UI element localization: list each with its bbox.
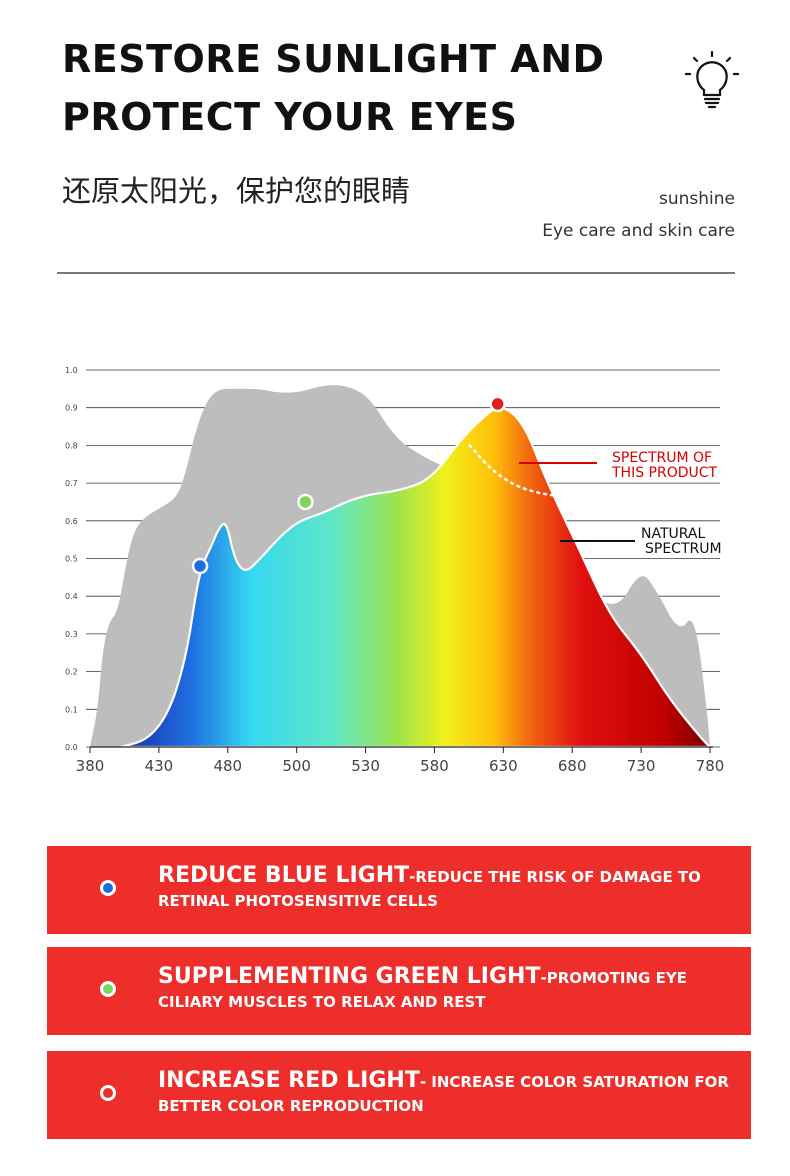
subtitle-eye-care: Eye care and skin care — [542, 221, 735, 241]
benefit-text: INCREASE RED LIGHT- INCREASE COLOR SATUR… — [158, 1069, 731, 1118]
y-tick-label: 0.1 — [65, 705, 78, 714]
y-tick-label: 1.0 — [65, 366, 78, 375]
y-tick-label: 0.7 — [65, 479, 78, 488]
benefit-text: REDUCE BLUE LIGHT-REDUCE THE RISK OF DAM… — [158, 864, 731, 913]
title-line-2: PROTECT YOUR EYES — [62, 95, 518, 139]
x-tick-label: 730 — [627, 757, 656, 775]
page-title: RESTORE SUNLIGHT AND PROTECT YOUR EYES — [62, 30, 605, 146]
x-tick-label: 430 — [145, 757, 174, 775]
y-tick-label: 0.4 — [65, 592, 78, 601]
benefit-dot-icon — [100, 1085, 116, 1101]
x-tick-label: 680 — [558, 757, 587, 775]
y-tick-label: 0.5 — [65, 555, 78, 564]
x-tick-label: 630 — [489, 757, 518, 775]
product-label-line2: THIS PRODUCT — [611, 465, 718, 481]
x-tick-label: 500 — [282, 757, 311, 775]
dashed-curve — [468, 444, 572, 500]
benefit-card: INCREASE RED LIGHT- INCREASE COLOR SATUR… — [47, 1051, 751, 1139]
benefit-detail: -PROMOTING EYE CILIARY MUSCLES TO RELAX … — [158, 969, 687, 1011]
benefit-headline: SUPPLEMENTING GREEN LIGHT — [158, 964, 541, 989]
x-tick-label: 480 — [213, 757, 242, 775]
natural-label-line2: SPECTRUM — [645, 541, 722, 557]
y-tick-label: 0.3 — [65, 630, 78, 639]
y-tick-label: 0.9 — [65, 404, 78, 413]
benefit-card: SUPPLEMENTING GREEN LIGHT-PROMOTING EYE … — [47, 947, 751, 1035]
benefit-dot-icon — [100, 880, 116, 896]
y-tick-label: 0.6 — [65, 517, 78, 526]
benefit-text: SUPPLEMENTING GREEN LIGHT-PROMOTING EYE … — [158, 965, 731, 1014]
x-tick-label: 380 — [76, 757, 105, 775]
marker-point — [191, 557, 209, 575]
x-tick-label: 530 — [351, 757, 380, 775]
y-tick-label: 0.8 — [65, 441, 78, 450]
product-spectrum-area — [120, 406, 713, 749]
x-tick-label: 580 — [420, 757, 449, 775]
divider — [57, 272, 735, 274]
chinese-title: 还原太阳光，保护您的眼睛 — [62, 174, 411, 208]
benefit-headline: INCREASE RED LIGHT — [158, 1068, 420, 1093]
y-tick-label: 0.2 — [65, 668, 78, 677]
natural-label-line1: NATURAL — [641, 526, 705, 542]
benefit-dot-icon — [100, 981, 116, 997]
title-line-1: RESTORE SUNLIGHT AND — [62, 37, 605, 81]
benefit-headline: REDUCE BLUE LIGHT — [158, 863, 410, 888]
x-tick-label: 780 — [696, 757, 725, 775]
y-tick-label: 0.0 — [65, 743, 78, 752]
benefit-detail: - INCREASE COLOR SATURATION FOR BETTER C… — [158, 1073, 729, 1115]
benefit-detail: -REDUCE THE RISK OF DAMAGE TO RETINAL PH… — [158, 868, 701, 910]
lightbulb-icon — [684, 50, 740, 109]
marker-point — [297, 493, 314, 511]
benefit-card: REDUCE BLUE LIGHT-REDUCE THE RISK OF DAM… — [47, 846, 751, 934]
spectrum-chart: 0.0 0.1 0.2 0.3 0.4 0.5 0.6 0.7 0.8 0.9 1.0 380 430 4… — [65, 366, 725, 775]
product-label-line1: SPECTRUM OF — [612, 450, 712, 466]
subtitle-sunshine: sunshine — [659, 189, 735, 209]
marker-point — [489, 395, 506, 413]
